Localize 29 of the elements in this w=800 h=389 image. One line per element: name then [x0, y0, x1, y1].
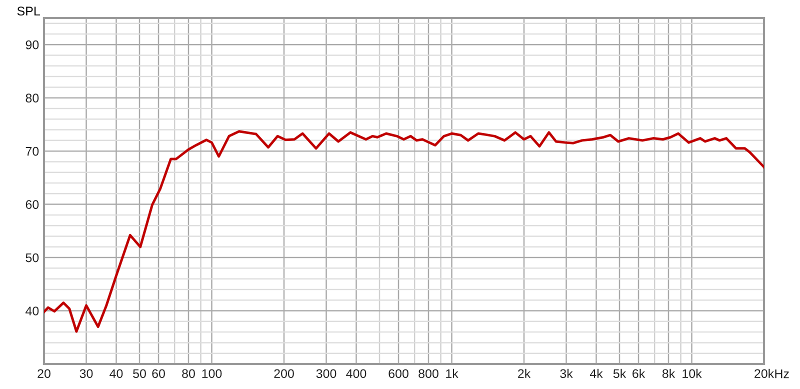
x-tick-label: 20	[38, 369, 50, 378]
y-tick-label: 70	[26, 146, 39, 156]
x-tick-label: 30	[80, 369, 93, 378]
x-tick-label: 800	[418, 369, 438, 378]
x-tick-label: 400	[346, 369, 366, 378]
x-tick-label: 8k	[662, 368, 676, 378]
y-axis-title: SPL	[17, 6, 40, 16]
x-tick-label: 80	[182, 369, 195, 378]
y-tick-label: 60	[26, 200, 39, 209]
x-tick-label: 10k	[682, 368, 702, 378]
x-tick-label: 300	[316, 369, 336, 378]
x-axis-title: Hz	[775, 369, 789, 378]
x-tick-label: 20k	[754, 368, 774, 378]
x-tick-label: 2k	[518, 368, 531, 378]
y-tick-label: 90	[26, 40, 39, 50]
x-tick-label: 50	[133, 369, 146, 378]
y-tick-label: 40	[26, 306, 39, 316]
x-tick-label: 4k	[590, 368, 603, 378]
y-tick-label: 80	[26, 94, 39, 102]
x-tick-label: 5k	[613, 368, 626, 378]
x-tick-label: 3k	[560, 368, 573, 378]
x-tick-label: 6k	[632, 368, 646, 378]
x-tick-label: 60	[152, 369, 165, 378]
x-tick-label: 600	[388, 369, 408, 378]
x-tick-label: 40	[110, 369, 123, 378]
y-tick-label: 50	[26, 253, 39, 262]
x-tick-label: 100	[202, 369, 222, 378]
x-tick-label: 200	[274, 369, 294, 378]
x-tick-label: 1k	[446, 368, 458, 378]
